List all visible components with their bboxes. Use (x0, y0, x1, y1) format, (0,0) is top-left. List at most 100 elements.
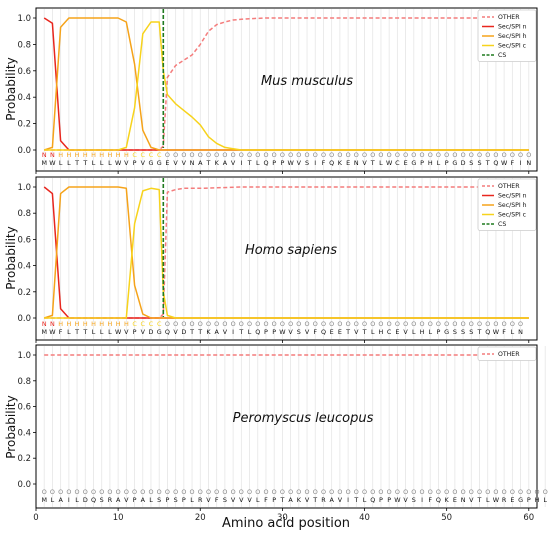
residue-label: F (313, 328, 317, 336)
prediction-label: O (477, 320, 482, 328)
prediction-label: C (132, 320, 137, 328)
legend-label: OTHER (498, 183, 520, 190)
prediction-label: O (321, 488, 326, 496)
residue-label: C (395, 159, 400, 167)
series-line-sec-spi-h (43, 186, 529, 319)
prediction-label: O (403, 488, 408, 496)
residue-label: T (485, 159, 490, 167)
prediction-label: O (313, 488, 318, 496)
prediction-label: O (502, 320, 507, 328)
x-tick-label: 20 (195, 513, 206, 523)
legend: OTHER Sec/SPI n Sec/SPI h Sec/SPI c CS (477, 9, 537, 62)
prediction-label: H (108, 151, 113, 159)
residue-label: V (403, 328, 408, 336)
residue-label: S (223, 496, 227, 504)
prediction-label: O (543, 488, 548, 496)
residue-label: L (363, 496, 367, 504)
residue-label: S (453, 328, 457, 336)
prediction-label: O (387, 151, 392, 159)
x-tick-label: 0 (33, 513, 38, 523)
prediction-label: O (420, 320, 425, 328)
residue-label: P (165, 496, 169, 504)
prediction-label: O (526, 488, 531, 496)
residue-label: W (49, 159, 56, 167)
residue-label: W (501, 159, 508, 167)
residue-label: T (353, 496, 358, 504)
residue-label: H (420, 328, 425, 336)
residue-label: P (133, 496, 137, 504)
prediction-label: O (313, 151, 318, 159)
residue-label: E (395, 328, 399, 336)
residue-label: L (51, 496, 55, 504)
residue-label: T (206, 159, 211, 167)
prediction-label: O (362, 320, 367, 328)
prediction-label: O (255, 151, 260, 159)
panel-3: 0.00.20.40.60.81.0ProbabilityOMOLOAOIOLO… (4, 344, 548, 511)
legend-label: Sec/SPI n (498, 193, 527, 200)
prediction-label: H (58, 151, 63, 159)
residue-label: M (41, 328, 47, 336)
residue-label: V (305, 328, 310, 336)
residue-label: V (469, 496, 474, 504)
y-tick-label: 1.0 (17, 351, 31, 361)
prediction-label: O (526, 151, 531, 159)
residue-label: T (279, 496, 284, 504)
grid-lines (43, 9, 530, 170)
residue-label: T (247, 159, 252, 167)
residue-label: L (428, 328, 432, 336)
prediction-label: H (116, 151, 121, 159)
y-tick-label: 0.2 (17, 454, 31, 464)
prediction-label: O (461, 320, 466, 328)
prediction-label: O (305, 151, 310, 159)
prediction-label: O (272, 488, 277, 496)
prediction-label: C (149, 151, 154, 159)
residue-label: L (100, 159, 104, 167)
prediction-label: O (428, 320, 433, 328)
prediction-label: O (461, 151, 466, 159)
y-tick-label: 0.2 (17, 120, 31, 130)
prediction-label: O (477, 151, 482, 159)
prediction-label: O (452, 320, 457, 328)
x-tick-label: 30 (277, 513, 288, 523)
residue-label: F (511, 159, 515, 167)
residue-label: I (421, 496, 423, 504)
prediction-label: O (272, 320, 277, 328)
residue-track: NMNWHFHLHTHTHLHLHLHWHVCPCVCDCGOQOVODOTOT… (41, 320, 523, 336)
prediction-label: O (329, 488, 334, 496)
residue-label: T (477, 328, 482, 336)
residue-label: P (272, 496, 276, 504)
residue-label: L (67, 328, 71, 336)
series-line-sec-spi-c (44, 187, 529, 319)
prediction-label: O (181, 488, 186, 496)
legend: OTHER Sec/SPI n Sec/SPI h Sec/SPI c CS (477, 178, 537, 231)
prediction-label: N (42, 320, 47, 328)
residue-label: T (74, 328, 79, 336)
prediction-label: O (288, 488, 293, 496)
prediction-label: O (190, 488, 195, 496)
residue-label: P (133, 159, 137, 167)
prediction-label: O (444, 320, 449, 328)
prediction-label: O (452, 151, 457, 159)
residue-label: Q (165, 328, 170, 336)
residue-label: L (67, 159, 71, 167)
legend-label: Sec/SPI h (498, 33, 527, 40)
residue-label: V (182, 159, 187, 167)
residue-label: L (511, 328, 515, 336)
residue-label: N (461, 496, 466, 504)
prediction-label: O (502, 488, 507, 496)
prediction-label: O (518, 320, 523, 328)
residue-label: V (124, 328, 129, 336)
residue-label: V (173, 159, 178, 167)
residue-label: S (174, 496, 178, 504)
residue-label: G (157, 159, 162, 167)
residue-label: K (206, 328, 211, 336)
prediction-label: O (510, 320, 515, 328)
residue-label: E (453, 496, 457, 504)
prediction-label: O (58, 488, 63, 496)
prediction-label: O (387, 320, 392, 328)
prediction-label: O (165, 488, 170, 496)
residue-label: N (526, 159, 531, 167)
residue-label: L (543, 496, 547, 504)
y-tick-label: 0.0 (17, 146, 31, 156)
prediction-label: C (141, 151, 146, 159)
